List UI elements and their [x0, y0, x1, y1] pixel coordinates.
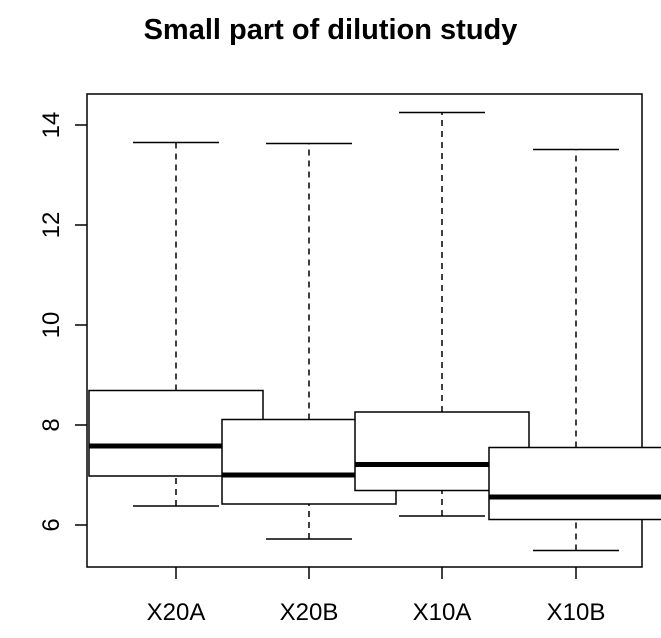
y-tick-label: 8	[38, 418, 65, 431]
y-tick-label: 6	[38, 518, 65, 531]
x-tick-label: X20B	[280, 599, 339, 626]
y-tick-label: 10	[38, 312, 65, 339]
x-tick-label: X10B	[547, 599, 606, 626]
iqr-box	[488, 446, 661, 521]
plot-frame	[86, 93, 643, 568]
x-tick-label: X20A	[147, 599, 206, 626]
y-tick-label: 14	[38, 112, 65, 139]
y-tick-label: 12	[38, 212, 65, 239]
chart-title: Small part of dilution study	[143, 14, 518, 46]
x-tick-label: X10A	[413, 599, 472, 626]
